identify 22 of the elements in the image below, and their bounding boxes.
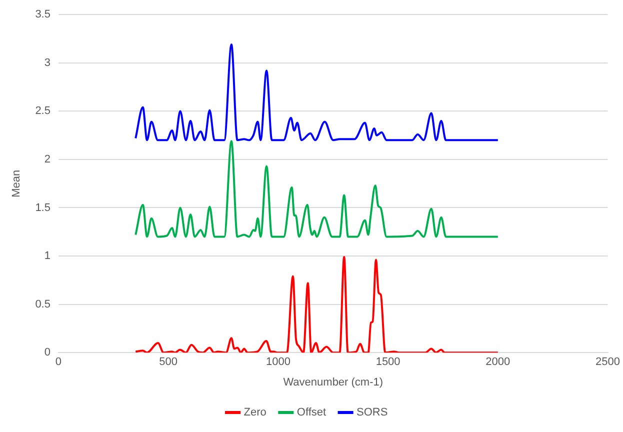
legend-label: Offset (296, 406, 326, 419)
y-tick-label: 1 (44, 250, 50, 262)
y-axis-title: Mean (10, 170, 23, 198)
x-tick-label: 1500 (376, 356, 400, 368)
legend-label: SORS (356, 406, 388, 419)
y-tick-label: 3.5 (35, 8, 50, 21)
x-tick-label: 2000 (486, 356, 510, 368)
y-tick-label: 2 (44, 153, 50, 166)
line-series (134, 256, 499, 353)
y-tick-label: 1.5 (35, 202, 50, 214)
line-series (134, 140, 499, 238)
x-tick-label: 2500 (596, 356, 620, 368)
y-tick-label: 3 (44, 56, 50, 69)
x-tick-label: 0 (55, 356, 62, 368)
line-series (134, 44, 499, 142)
x-axis-title: Wavenumber (cm-1) (283, 376, 384, 388)
x-tick-label: 500 (159, 356, 178, 368)
y-tick-label: 2.5 (35, 105, 50, 118)
x-tick-label: 1000 (266, 356, 290, 368)
legend-label: Zero (244, 406, 266, 419)
y-tick-label: 0.5 (35, 298, 50, 310)
y-tick-label: 0 (44, 346, 50, 359)
